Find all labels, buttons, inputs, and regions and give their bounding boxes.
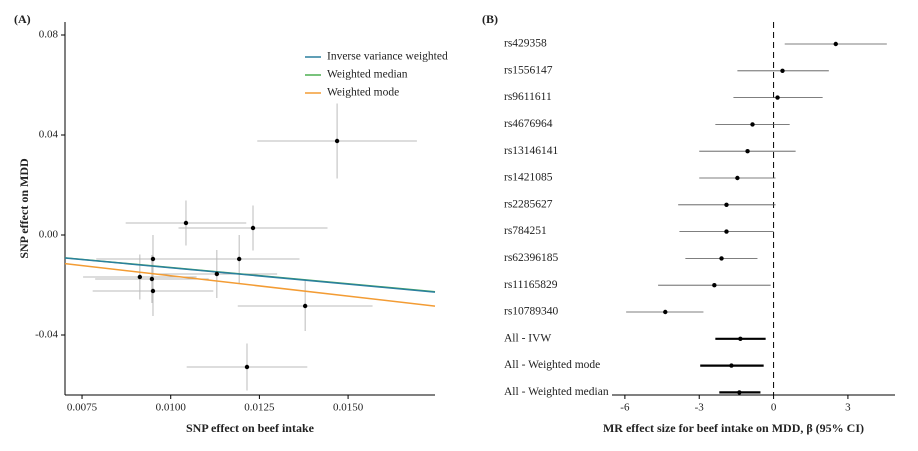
point <box>250 225 256 231</box>
y-tick-label: 0.00 <box>39 229 59 241</box>
point <box>137 274 143 280</box>
row-label: All - IVW <box>504 332 551 344</box>
regression-line <box>64 262 436 307</box>
row-label: rs9611611 <box>504 91 552 103</box>
point <box>183 220 189 226</box>
regression-line <box>64 257 436 293</box>
x-tick-label: 0.0075 <box>67 402 98 414</box>
x-axis-label: SNP effect on beef intake <box>186 421 315 435</box>
legend-label: Weighted mode <box>327 87 399 99</box>
estimate <box>780 68 785 74</box>
point <box>334 138 340 144</box>
row-label: All - Weighted mode <box>504 359 600 371</box>
point <box>214 271 220 277</box>
estimate <box>724 229 729 234</box>
point <box>150 288 156 294</box>
row-label: rs429358 <box>504 38 547 50</box>
y-tick-label: 0.08 <box>39 29 59 41</box>
x-tick-label: 0.0150 <box>333 402 364 414</box>
estimate <box>729 363 734 368</box>
point <box>149 276 155 282</box>
point <box>236 256 242 262</box>
estimate <box>745 149 750 154</box>
x-tick-label: 0.0100 <box>156 402 187 414</box>
x-tick-label: 3 <box>845 402 851 414</box>
row-label: rs1421085 <box>504 172 553 184</box>
row-label: rs4676964 <box>504 118 553 130</box>
row-label: rs11165829 <box>504 279 558 291</box>
estimate <box>719 256 724 261</box>
estimate <box>735 175 740 181</box>
y-tick-label: -0.04 <box>35 329 58 341</box>
estimate <box>738 336 743 341</box>
row-label: rs784251 <box>504 225 547 237</box>
x-tick-label: 0 <box>771 402 777 414</box>
row-label: rs62396185 <box>504 252 559 264</box>
x-tick-label: -6 <box>620 402 630 414</box>
legend-label: Weighted median <box>327 69 408 81</box>
y-axis-label: SNP effect on MDD <box>17 158 31 259</box>
row-label: rs2285627 <box>504 198 553 210</box>
estimate <box>833 41 838 47</box>
panel-label: (B) <box>482 12 498 26</box>
estimate <box>724 202 729 207</box>
estimate <box>750 122 755 127</box>
x-tick-label: -3 <box>695 402 705 414</box>
estimate <box>775 95 780 100</box>
point <box>302 303 308 309</box>
row-label: rs1556147 <box>504 64 553 76</box>
row-label: rs10789340 <box>504 306 559 318</box>
row-label: rs13146141 <box>504 145 559 157</box>
point <box>244 364 250 370</box>
estimate <box>663 309 668 315</box>
y-tick-label: 0.04 <box>39 129 59 141</box>
row-label: All - Weighted median <box>504 386 609 398</box>
x-tick-label: 0.0125 <box>244 402 275 414</box>
x-axis-label: MR effect size for beef intake on MDD, β… <box>603 421 864 435</box>
point <box>150 256 156 262</box>
estimate <box>737 390 742 395</box>
estimate <box>712 283 717 288</box>
panel-label: (A) <box>14 12 31 26</box>
legend-label: Inverse variance weighted <box>327 51 448 63</box>
